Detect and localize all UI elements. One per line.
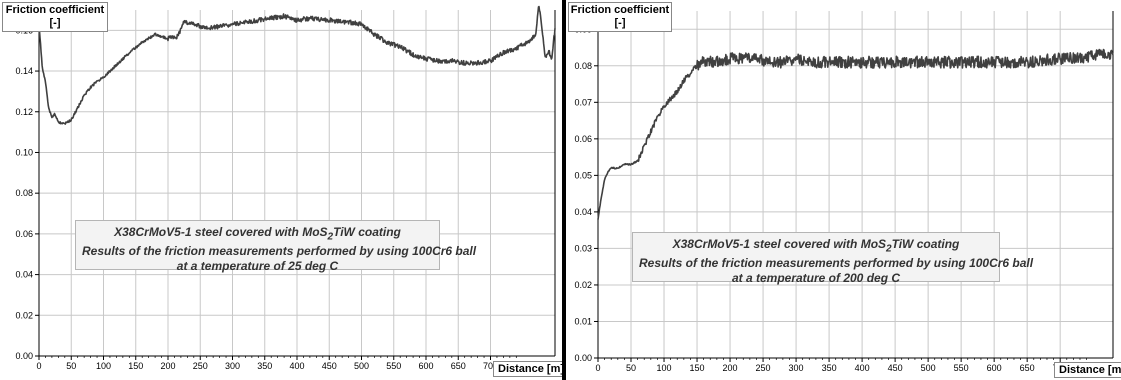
annotation-line1-pre: X38CrMoV5-1 steel covered with MoS: [114, 225, 328, 239]
x-tick-label: 700: [483, 361, 498, 371]
x-tick-label: 0: [36, 361, 41, 371]
y-tick-label: 0.04: [15, 270, 33, 280]
x-tick-label: 650: [451, 361, 466, 371]
y-tick-label: 0.14: [15, 66, 33, 76]
x-tick-label: 600: [987, 363, 1002, 373]
y-axis-label: Friction coefficient [-]: [2, 2, 108, 32]
annotation-line1-post: TiW coating: [891, 237, 960, 251]
annotation-line3: at a temperature of 200 deg C: [731, 271, 901, 286]
y-tick-label: 0.10: [15, 147, 33, 157]
annotation-line1-pre: X38CrMoV5-1 steel covered with MoS: [672, 237, 887, 251]
y-axis-label-line2: [-]: [614, 17, 626, 29]
x-tick-label: 400: [289, 361, 304, 371]
x-tick-label: 200: [723, 363, 738, 373]
annotation-line2: Results of the friction measurements per…: [82, 244, 477, 259]
y-tick-label: 0.08: [574, 61, 592, 71]
y-tick-label: 0.03: [574, 243, 592, 253]
x-tick-label: 300: [789, 363, 804, 373]
y-tick-label: 0.08: [15, 188, 33, 198]
chart-right: 0501001502002503003504004505005506006507…: [566, 0, 1121, 380]
x-tick-label: 100: [96, 361, 111, 371]
annotation-line1-sub: 2: [327, 231, 334, 243]
x-tick-label: 50: [66, 361, 76, 371]
y-tick-label: 0.00: [574, 353, 592, 363]
chart-left: 0 50 100 150 200 250 300 350 400 450 500 550 600 650 7…: [2, 2, 570, 377]
y-tick-label: 0.02: [574, 280, 592, 290]
x-tick-label: 350: [257, 361, 272, 371]
chart-left-svg: 0 50 100 150 200 250 300 350 400 450 500 550 600 650 7…: [15, 5, 556, 371]
y-axis-label-line1: Friction coefficient: [570, 4, 670, 16]
y-axis-label-line1: Friction coefficient: [5, 4, 105, 16]
x-tick-label: 50: [626, 363, 636, 373]
x-tick-label: 350: [822, 363, 837, 373]
x-tick-label: 450: [322, 361, 337, 371]
y-tick-label: 0.00: [15, 351, 33, 361]
series-line: [597, 48, 1114, 220]
annotation-line1: X38CrMoV5-1 steel covered with MoS2TiW c…: [82, 225, 433, 244]
y-tick-label: 0.02: [15, 310, 33, 320]
annotation-line1-post: TiW coating: [333, 225, 401, 239]
x-tick-label: 550: [386, 361, 401, 371]
y-tick-label: 0.07: [574, 97, 592, 107]
x-tick-label: 450: [888, 363, 903, 373]
y-axis-label-line2: [-]: [49, 17, 61, 29]
chart-right-svg: 0501001502002503003504004505005506006507…: [574, 11, 1114, 373]
x-tick-label: 100: [657, 363, 672, 373]
y-tick-label: 0.06: [15, 229, 33, 239]
x-tick-label: 550: [954, 363, 969, 373]
y-tick-label: 0.05: [574, 170, 592, 180]
x-tick-label: 500: [354, 361, 369, 371]
series-line: [38, 5, 556, 125]
x-tick-label: 650: [1020, 363, 1035, 373]
y-tick-label: 0.01: [574, 316, 592, 326]
x-tick-label: 250: [756, 363, 771, 373]
annotation-line2: Results of the friction measurements per…: [639, 256, 1034, 271]
x-tick-label: 600: [418, 361, 433, 371]
x-axis-label: Distance [m]: [493, 361, 570, 377]
x-tick-label: 0: [595, 363, 600, 373]
x-tick-label: 150: [690, 363, 705, 373]
y-tick-label: 0.04: [574, 207, 592, 217]
x-tick-label: 250: [193, 361, 208, 371]
y-tick-label: 0.06: [574, 134, 592, 144]
x-tick-label: 200: [160, 361, 175, 371]
y-tick-label: 0.12: [15, 107, 33, 117]
annotation-line3: at a temperature of 25 deg C: [176, 259, 339, 274]
chart-annotation: X38CrMoV5-1 steel covered with MoS2TiW c…: [632, 232, 1034, 285]
x-tick-label: 300: [225, 361, 240, 371]
annotation-line1: X38CrMoV5-1 steel covered with MoS2TiW c…: [639, 237, 993, 256]
x-tick-label: 150: [128, 361, 143, 371]
x-axis-label: Distance [m]: [1054, 362, 1121, 378]
x-tick-label: 500: [921, 363, 936, 373]
x-tick-label: 400: [855, 363, 870, 373]
chart-annotation: X38CrMoV5-1 steel covered with MoS2TiW c…: [75, 220, 477, 273]
panel-divider: [562, 0, 566, 380]
annotation-line1-sub: 2: [886, 243, 892, 255]
y-axis-label: Friction coefficient [-]: [568, 2, 672, 32]
